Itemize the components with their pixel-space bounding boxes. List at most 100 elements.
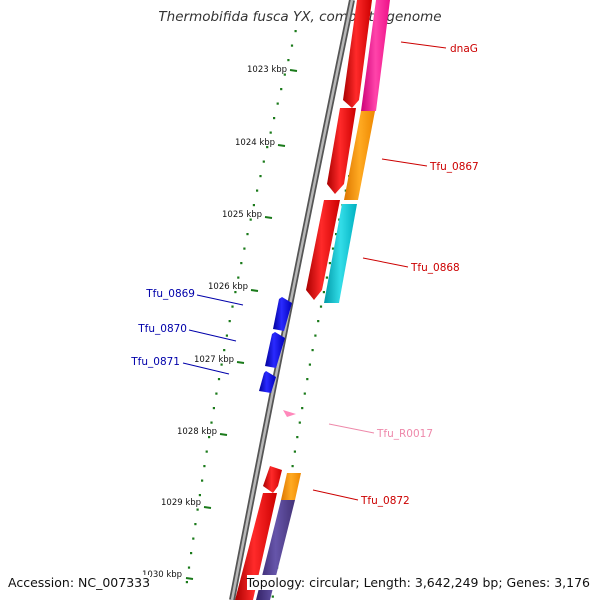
leader-tfu0869 <box>196 294 244 306</box>
ruler: 1023 kbp 1024 kbp 1025 kbp 1026 kbp 1027… <box>142 65 298 580</box>
gc-skew-dot <box>187 566 191 569</box>
gc-skew-dot <box>198 494 201 497</box>
leader-tfu0867 <box>381 158 428 167</box>
gc-skew-dot <box>311 349 314 352</box>
leader-tfu0868 <box>362 257 409 268</box>
gene-label-tfur0017[interactable]: Tfu_R0017 <box>376 428 433 440</box>
ruler-tick <box>264 216 273 219</box>
gc-skew-dot <box>190 552 193 555</box>
gc-skew-dot <box>301 407 304 410</box>
gene-label-tfu0870[interactable]: Tfu_0870 <box>137 323 187 335</box>
gc-skew-dot <box>325 276 328 279</box>
gene-label-tfu0867[interactable]: Tfu_0867 <box>429 161 479 173</box>
ruler-label-1025: 1025 kbp <box>222 210 262 220</box>
ruler-tick <box>219 433 228 436</box>
gc-skew-dot <box>280 88 283 91</box>
gc-skew-dot <box>266 146 269 149</box>
gc-skew-dot <box>314 334 317 337</box>
gc-skew-dot <box>298 421 301 424</box>
gc-skew-dot <box>269 131 272 134</box>
gc-skew-dot <box>234 291 237 294</box>
gene-label-tfu0872[interactable]: Tfu_0872 <box>360 495 410 507</box>
gc-skew-dot <box>256 189 259 192</box>
leader-tfu0871 <box>182 362 230 375</box>
gc-skew-dot <box>246 233 249 236</box>
cog-bar-tfu0868 <box>324 204 357 303</box>
gc-skew-dot <box>249 218 252 221</box>
gc-skew-dot <box>287 59 290 62</box>
gc-skew-dot <box>331 247 335 250</box>
gc-skew-dot <box>217 378 221 381</box>
ruler-tick <box>277 144 286 147</box>
ruler-tick <box>289 69 298 72</box>
gc-skew-dot <box>303 392 306 395</box>
gc-skew-dot <box>223 349 226 352</box>
ruler-tick <box>236 361 245 364</box>
gc-skew-dot <box>208 436 211 439</box>
gc-skew-dot <box>291 465 294 468</box>
gc-skew-dot <box>296 436 299 439</box>
gc-skew-dot <box>212 407 215 410</box>
gene-tfu0871 <box>259 371 276 393</box>
gene-dnag <box>343 0 372 108</box>
ruler-label-1026: 1026 kbp <box>208 282 248 292</box>
gc-skew-dot <box>196 508 199 511</box>
cog-bar-dnag <box>361 0 390 111</box>
gc-skew-dot <box>271 595 274 598</box>
gene-tfu0872-b <box>235 493 277 600</box>
gc-skew-dot <box>210 421 213 424</box>
cog-bar-tfu0872 <box>281 473 301 500</box>
gc-skew-dot <box>308 363 311 366</box>
leader-tfu0870 <box>188 329 237 342</box>
gc-skew-dot <box>192 537 195 540</box>
gc-skew-inner-track <box>185 30 297 584</box>
genome-backbone-highlight <box>230 0 354 600</box>
ruler-label-1029: 1029 kbp <box>161 498 201 508</box>
gc-skew-dot <box>201 479 204 482</box>
gc-skew-dot <box>328 262 331 265</box>
gc-skew-dot <box>283 73 286 76</box>
leader-dnag <box>400 41 447 49</box>
gene-label-tfu0869[interactable]: Tfu_0869 <box>145 288 195 300</box>
gc-skew-dot <box>228 320 231 323</box>
gc-skew-dot <box>306 378 309 381</box>
gc-skew-dot <box>276 102 279 105</box>
gc-skew-dot <box>273 117 276 120</box>
gc-skew-dot <box>237 276 240 279</box>
gc-skew-dot <box>322 291 325 294</box>
gc-skew-dot <box>203 465 206 468</box>
gc-skew-dot <box>231 305 234 308</box>
gc-skew-dot <box>185 581 188 584</box>
ruler-label-1027: 1027 kbp <box>194 355 234 365</box>
gene-label-dnag[interactable]: dnaG <box>450 43 478 55</box>
gc-skew-dot <box>215 392 218 395</box>
map-title: Thermobifida fusca YX, complete genome <box>158 9 442 25</box>
gene-tfur0017 <box>283 410 296 417</box>
gc-skew-dot <box>205 450 208 453</box>
ruler-tick <box>185 577 194 580</box>
gc-skew-dot <box>240 262 243 265</box>
ruler-label-1023: 1023 kbp <box>247 65 287 75</box>
topology-text: Topology: circular; Length: 3,642,249 bp… <box>246 575 590 590</box>
ruler-label-1024: 1024 kbp <box>235 138 275 148</box>
gc-skew-dot <box>294 30 297 33</box>
gene-label-tfu0871[interactable]: Tfu_0871 <box>130 356 180 368</box>
ruler-label-1028: 1028 kbp <box>177 427 217 437</box>
gc-skew-dot <box>335 233 338 236</box>
gc-skew-dot <box>317 320 320 323</box>
gene-label-tfu0868[interactable]: Tfu_0868 <box>410 262 460 274</box>
gc-skew-dot <box>259 175 262 178</box>
accession-text: Accession: NC_007333 <box>8 575 151 590</box>
gc-skew-dot <box>194 523 197 526</box>
gc-skew-dot <box>243 247 246 250</box>
gene-tfu0872 <box>263 466 282 493</box>
gc-skew-dot <box>252 204 255 207</box>
ruler-tick <box>203 506 212 509</box>
gene-tfu0867 <box>327 108 356 194</box>
gc-skew-dot <box>293 450 296 453</box>
leader-tfu0872 <box>312 489 359 501</box>
gene-tfu0869 <box>273 297 292 331</box>
cog-bar-tfu0867 <box>344 111 375 200</box>
gc-skew-dot <box>220 363 223 366</box>
